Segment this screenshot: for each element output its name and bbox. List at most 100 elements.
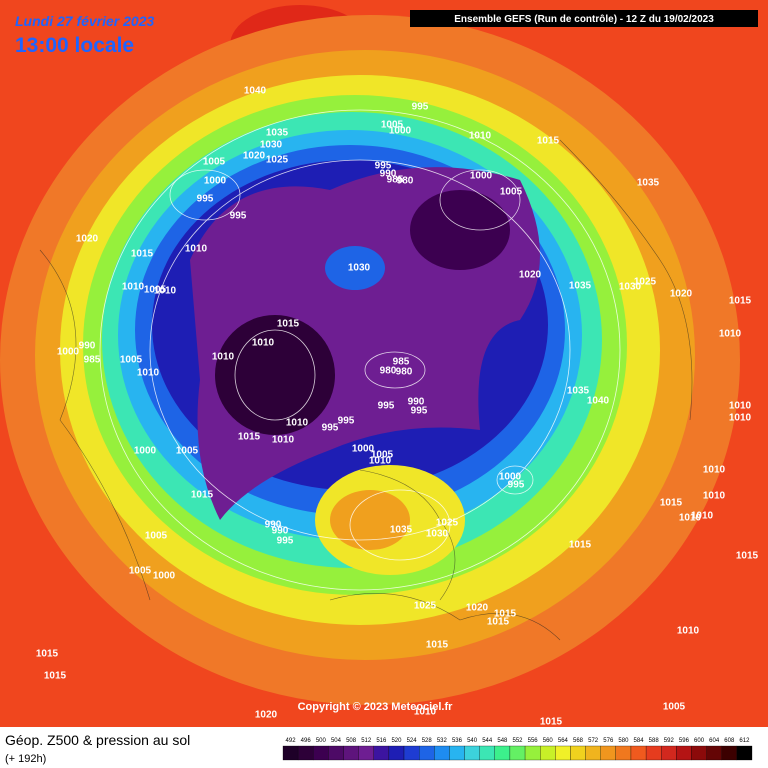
colorbar-label: 532 [437,738,448,744]
colorbar-label: 576 [603,738,614,744]
colorbar-label: 596 [679,738,690,744]
isobar-label: 1020 [243,151,266,162]
isobar-label: 995 [197,194,214,205]
isobar-label: 1015 [426,640,449,651]
colorbar-swatch [403,745,420,761]
isobar-label: 1025 [414,601,437,612]
isobar-label: 995 [508,480,525,491]
isobar-label: 1010 [703,491,726,502]
colorbar-label: 500 [316,738,327,744]
isobar-label: 1005 [176,446,199,457]
colorbar-swatch [449,745,465,761]
isobar-label: 1000 [352,444,375,455]
colorbar-swatch [691,745,707,761]
isobar-label: 1030 [426,529,449,540]
colorbar-swatch [706,745,722,761]
isobar-label: 1010 [679,513,702,524]
isobar-label: 1030 [619,282,642,293]
isobar-label: 995 [338,416,355,427]
isobar-label: 980 [397,176,414,187]
isobar-label: 1005 [129,566,152,577]
copyright: Copyright © 2023 Meteociel.fr [298,701,454,713]
colorbar-swatch [494,745,511,761]
isobar-label: 1015 [191,490,214,501]
isobar-label: 1005 [203,157,226,168]
isobar-label: 990 [408,397,425,408]
colorbar-label: 520 [391,738,402,744]
colorbar-swatch [600,745,616,761]
colorbar-label: 504 [331,738,342,744]
caption: Géop. Z500 & pression au sol [5,732,190,748]
run-info-box [410,10,758,27]
isobar-label: 1030 [260,140,283,151]
colorbar-swatch [524,745,541,761]
isobar-label: 1035 [569,281,592,292]
colorbar-swatch [358,745,374,761]
colorbar-label: 492 [286,738,297,744]
isobar-label: 1015 [238,432,261,443]
isobar-label: 1015 [736,551,759,562]
colorbar-label: 560 [543,738,554,744]
isobar-label: 985 [393,357,410,368]
colorbar-swatch [676,745,692,761]
isobar-label: 1015 [277,319,300,330]
isobar-label: 1000 [134,446,157,457]
isobar-label: 1000 [470,171,493,182]
isobar-label: 980 [380,366,397,377]
isobar-label: 1000 [204,176,227,187]
isobar-label: 1005 [371,450,394,461]
isobar-label: 1010 [185,244,208,255]
colorbar-swatch [434,745,450,761]
colorbar-label: 528 [422,738,433,744]
colorbar-label: 580 [618,738,629,744]
colorbar-label: 544 [482,738,493,744]
isobar-label: 985 [387,175,404,186]
isobar-label: 1000 [389,126,412,137]
isobar-label: 995 [412,102,429,113]
colorbar-swatch [464,745,480,761]
isobar-label: 995 [230,211,247,222]
isobar-label: 1020 [466,603,489,614]
coastlines [39,139,693,641]
isobar-label: 995 [378,401,395,412]
isobar-label: 1015 [569,540,592,551]
isobar-label: 995 [411,406,428,417]
colorbar-swatch [570,745,586,761]
colorbar-swatch [540,745,556,761]
colorbar-swatch [313,745,329,761]
isobar-label: 1035 [637,178,660,189]
colorbar-swatch [630,745,647,761]
isobar-label: 1015 [131,249,154,260]
colorbar-label: 512 [361,738,372,744]
isobar-label: 1020 [76,234,99,245]
isobar-label: 1025 [634,277,657,288]
colorbar-label: 564 [558,738,569,744]
colorbar-label: 592 [664,738,675,744]
colorbar-swatch [419,745,435,761]
isobar-label: 1005 [145,531,168,542]
isobar-label: 1010 [729,413,752,424]
colorbar-label: 552 [512,738,523,744]
isobar-label: 1025 [266,155,289,166]
isobar-label: 1010 [703,465,726,476]
colorbar-swatch [479,745,495,761]
isobar-label: 1010 [122,282,145,293]
isobar-label: 980 [396,367,413,378]
isobar-label: 1005 [120,355,143,366]
colorbar-swatch [388,745,405,761]
europe-high [330,490,410,550]
isobar-label: 1015 [487,617,510,628]
zone [325,246,385,290]
colorbar-swatch [721,745,738,761]
isobar-label: 1010 [719,329,742,340]
isobar-label: 1015 [494,609,517,620]
low-core [215,315,335,435]
colorbar-swatch [343,745,359,761]
isobar-label: 1010 [154,286,177,297]
colorbar-label: 588 [649,738,660,744]
colorbar-label: 524 [407,738,418,744]
colorbar-label: 496 [301,738,312,744]
isobar-label: 1015 [36,649,59,660]
colorbar-swatch [661,745,677,761]
